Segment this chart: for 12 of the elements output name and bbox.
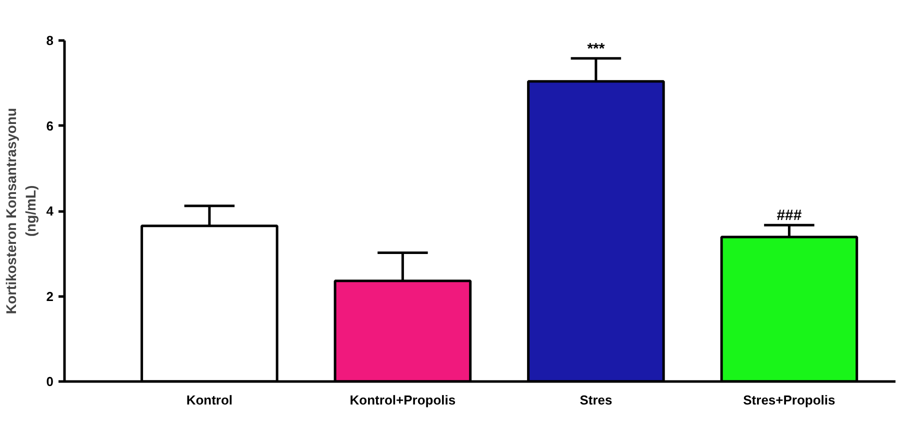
x-tick-label: Kontrol <box>186 392 233 408</box>
y-tick-label: 6 <box>46 118 54 134</box>
annotation: ### <box>776 207 802 224</box>
annotation: *** <box>587 40 605 58</box>
y-tick-label: 2 <box>46 288 54 304</box>
y-tick-label: 8 <box>46 33 54 48</box>
y-tick-label: 0 <box>46 374 54 389</box>
x-tick-label: Kontrol+Propolis <box>350 392 456 408</box>
y-axis-title: Kortikosteron Konsantrasyonu (ng/mL) <box>3 108 38 314</box>
x-tick-label: Stres <box>580 392 612 408</box>
y-tick-label: 4 <box>46 204 54 218</box>
x-tick-label: Stres+Propolis <box>743 392 836 408</box>
